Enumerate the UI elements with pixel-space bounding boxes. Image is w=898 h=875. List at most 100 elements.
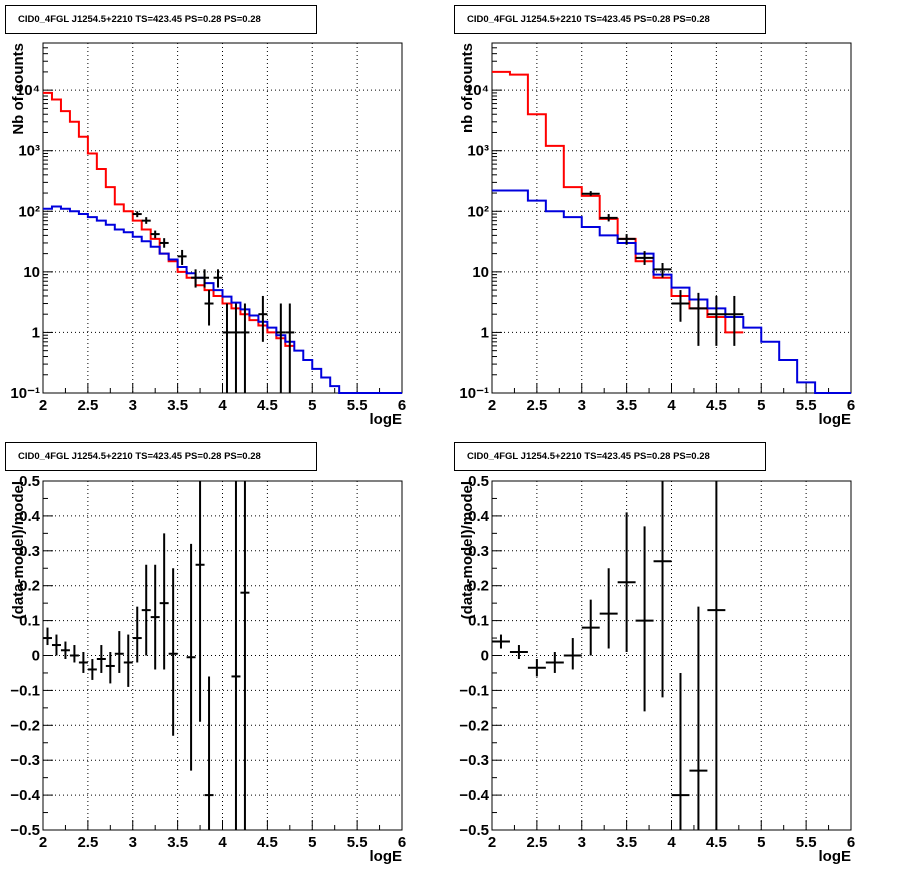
data-point: [617, 512, 636, 653]
data-point: [150, 564, 160, 670]
series-line: [492, 70, 744, 334]
data-points: [132, 211, 295, 393]
x-tick-label: 3: [129, 834, 137, 851]
x-tick-label: 2.5: [77, 397, 98, 414]
y-tick-label: −0.4: [459, 787, 489, 804]
x-tick-label: 4.5: [706, 397, 727, 414]
data-point: [240, 303, 250, 393]
y-tick-label: −0.3: [10, 752, 40, 769]
x-tick-label: 5: [308, 834, 316, 851]
y-tick-label: 10⁻¹: [10, 385, 40, 402]
x-tick-label: 3: [578, 397, 586, 414]
data-points: [43, 481, 250, 830]
data-point: [509, 645, 528, 659]
x-tick-label: 5.5: [347, 397, 368, 414]
x-tick-label: 3: [129, 397, 137, 414]
data-point: [191, 269, 201, 288]
data-point: [635, 526, 654, 712]
data-point: [150, 230, 160, 239]
y-axis-label: (data-model)/model: [459, 481, 476, 619]
chart-top-right: 2 2.5 3 3.5 4 4.5 5 5.5 6 10⁻¹ 1 10 10² 10³ 10⁴ logE nb …: [449, 0, 898, 437]
data-point: [689, 606, 708, 830]
y-axis-label: nb of counts: [459, 43, 476, 133]
y-tick-label: 10: [23, 264, 40, 281]
data-point: [168, 568, 178, 736]
data-point: [78, 652, 88, 673]
data-point: [689, 292, 708, 346]
x-tick-label: 4.5: [257, 397, 278, 414]
x-tick-label: 2.5: [526, 397, 547, 414]
data-point: [725, 295, 744, 346]
chart-bottom-right: 2 2.5 3 3.5 4 4.5 5 5.5 6 −0.5 −0.4 −0.3 −0.2 −0.1 0 0.…: [449, 437, 898, 875]
data-point: [276, 303, 286, 393]
grid: [492, 481, 851, 830]
chart-svg: 2 2.5 3 3.5 4 4.5 5 5.5 6 10⁻¹ 1 10 10² 10³ 10⁴ logE nb …: [459, 42, 855, 428]
data-point: [51, 634, 61, 656]
data-point: [186, 543, 196, 771]
data-point: [653, 263, 672, 278]
data-point: [222, 303, 232, 393]
data-point: [105, 652, 115, 684]
chart-svg: 2 2.5 3 3.5 4 4.5 5 5.5 6 −0.5 −0.4 −0.3 −0.2 −0.1 0 0.…: [459, 473, 855, 865]
chart-svg: 2 2.5 3 3.5 4 4.5 5 5.5 6 −0.5 −0.4 −0.3 −0.2 −0.1 0 0.…: [10, 473, 406, 865]
x-tick-label: 2: [39, 397, 47, 414]
y-tick-label: 10²: [467, 203, 489, 220]
data-point: [285, 303, 295, 393]
x-tick-label: 2: [39, 834, 47, 851]
x-tick-label: 6: [398, 834, 406, 851]
y-tick-label: 0: [481, 648, 489, 665]
y-tick-label: 0.1: [19, 613, 40, 630]
data-point: [123, 634, 133, 687]
data-point: [69, 645, 79, 663]
chart-svg: 2 2.5 3 3.5 4 4.5 5 5.5 6 10⁻¹ 1 10 10² 10³ 10⁴ logE Nb …: [10, 42, 406, 428]
y-tick-label: 10⁴: [16, 82, 40, 99]
series-line: [492, 189, 851, 394]
chart-title: CID0_4FGL J1254.5+2210 TS=423.45 PS=0.28…: [454, 5, 766, 34]
x-tick-label: 4: [667, 397, 676, 414]
x-tick-label: 5.5: [796, 834, 817, 851]
y-tick-label: −0.5: [459, 822, 489, 839]
data-point: [87, 658, 97, 680]
y-tick-label: 1: [32, 324, 40, 341]
y-tick-label: 0.1: [468, 613, 489, 630]
data-point: [204, 290, 214, 326]
data-point: [599, 568, 618, 649]
x-tick-label: 6: [847, 834, 855, 851]
y-axis-label: Nb of counts: [10, 43, 27, 135]
data-point: [114, 631, 124, 673]
x-tick-label: 6: [847, 397, 855, 414]
x-tick-label: 2.5: [77, 834, 98, 851]
x-tick-label: 4: [667, 834, 676, 851]
data-point: [159, 238, 169, 248]
y-tick-label: 0.4: [468, 508, 490, 525]
data-point: [132, 211, 142, 218]
y-tick-label: −0.5: [10, 822, 40, 839]
series-line: [43, 91, 295, 347]
x-tick-label: 4.5: [257, 834, 278, 851]
y-tick-label: 0.2: [19, 578, 40, 595]
x-tick-label: 4: [218, 397, 227, 414]
series-line: [43, 205, 402, 394]
data-point: [200, 269, 210, 288]
data-point: [563, 638, 582, 670]
chart-title: CID0_4FGL J1254.5+2210 TS=423.45 PS=0.28…: [5, 5, 317, 34]
y-tick-label: 10³: [18, 143, 40, 160]
x-axis-label: logE: [370, 411, 403, 428]
x-tick-label: 5: [757, 834, 765, 851]
data-point: [43, 627, 52, 646]
data-point: [581, 191, 600, 196]
data-point: [671, 290, 690, 322]
x-tick-label: 3.5: [167, 397, 188, 414]
data-point: [545, 652, 564, 673]
grid: [43, 481, 402, 830]
data-point: [671, 672, 690, 830]
y-tick-label: −0.4: [10, 787, 40, 804]
data-point: [492, 634, 510, 649]
y-tick-label: −0.3: [459, 752, 489, 769]
x-tick-label: 2.5: [526, 834, 547, 851]
x-tick-label: 6: [398, 397, 406, 414]
y-tick-label: 0.2: [468, 578, 489, 595]
data-point: [240, 481, 250, 830]
x-tick-label: 4.5: [706, 834, 727, 851]
data-point: [653, 481, 672, 698]
